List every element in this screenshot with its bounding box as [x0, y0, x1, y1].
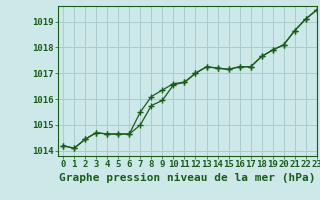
X-axis label: Graphe pression niveau de la mer (hPa): Graphe pression niveau de la mer (hPa) [59, 173, 316, 183]
